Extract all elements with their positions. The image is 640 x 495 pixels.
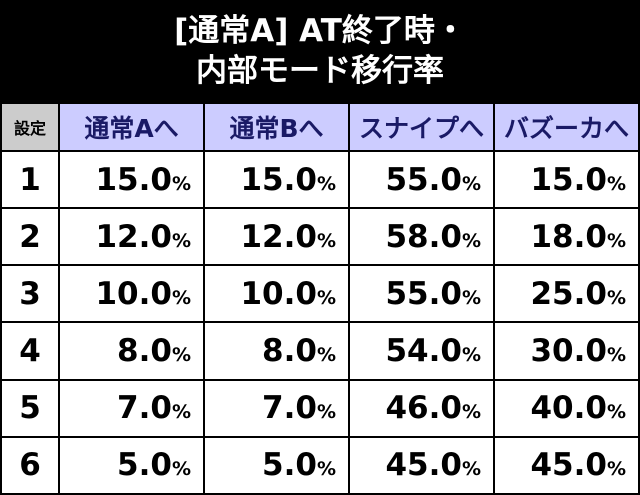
table-row: 4 8.0% 8.0% 54.0% 30.0% — [0, 321, 640, 381]
table-cell: 12.0% — [58, 207, 205, 267]
table-cell: 2 — [0, 207, 60, 267]
title-line: [通常A] AT終了時・ — [174, 13, 466, 49]
table-cell: 55.0% — [348, 149, 495, 210]
table-row: 2 12.0% 12.0% 58.0% 18.0% — [0, 207, 640, 267]
table-cell: 54.0% — [348, 321, 495, 381]
table-cell: 40.0% — [493, 378, 640, 438]
table-row: 1 15.0% 15.0% 55.0% 15.0% — [0, 149, 640, 210]
table-cell: 10.0% — [58, 264, 205, 324]
table-cell: 55.0% — [348, 264, 495, 324]
table-cell: 5 — [0, 378, 60, 438]
table-cell: 8.0% — [58, 321, 205, 381]
table-cell: 10.0% — [203, 264, 350, 324]
table-cell: 7.0% — [58, 378, 205, 438]
table-cell: 4 — [0, 321, 60, 381]
column-header: 設定 — [0, 102, 60, 152]
table-row: 6 5.0% 5.0% 45.0% 45.0% — [0, 435, 640, 495]
column-header: 通常Bへ — [203, 102, 350, 152]
column-header: 通常Aへ — [58, 102, 205, 152]
table-cell: 1 — [0, 149, 60, 210]
table-cell: 30.0% — [493, 321, 640, 381]
table-cell: 46.0% — [348, 378, 495, 438]
table-cell: 15.0% — [58, 149, 205, 210]
title-line: 内部モード移行率 — [196, 53, 444, 89]
table-cell: 25.0% — [493, 264, 640, 324]
table-cell: 18.0% — [493, 207, 640, 267]
table-cell: 58.0% — [348, 207, 495, 267]
title: [通常A] AT終了時・ 内部モード移行率 — [0, 0, 640, 102]
table-cell: 45.0% — [493, 435, 640, 495]
table-cell: 7.0% — [203, 378, 350, 438]
table-row: 5 7.0% 7.0% 46.0% 40.0% — [0, 378, 640, 438]
table-cell: 15.0% — [203, 149, 350, 210]
header-row: 設定 通常Aへ 通常Bへ スナイプへ バズーカへ — [0, 102, 640, 152]
table-cell: 45.0% — [348, 435, 495, 495]
column-header: バズーカへ — [493, 102, 640, 152]
table-cell: 12.0% — [203, 207, 350, 267]
rate-table: 設定 通常Aへ 通常Bへ スナイプへ バズーカへ 1 15.0% 15.0% 55.0% 15.… — [0, 102, 640, 495]
table-cell: 6 — [0, 435, 60, 495]
table-cell: 15.0% — [493, 149, 640, 210]
column-header: スナイプへ — [348, 102, 495, 152]
table-cell: 3 — [0, 264, 60, 324]
table-cell: 5.0% — [58, 435, 205, 495]
table-row: 3 10.0% 10.0% 55.0% 25.0% — [0, 264, 640, 324]
table-cell: 8.0% — [203, 321, 350, 381]
table-cell: 5.0% — [203, 435, 350, 495]
